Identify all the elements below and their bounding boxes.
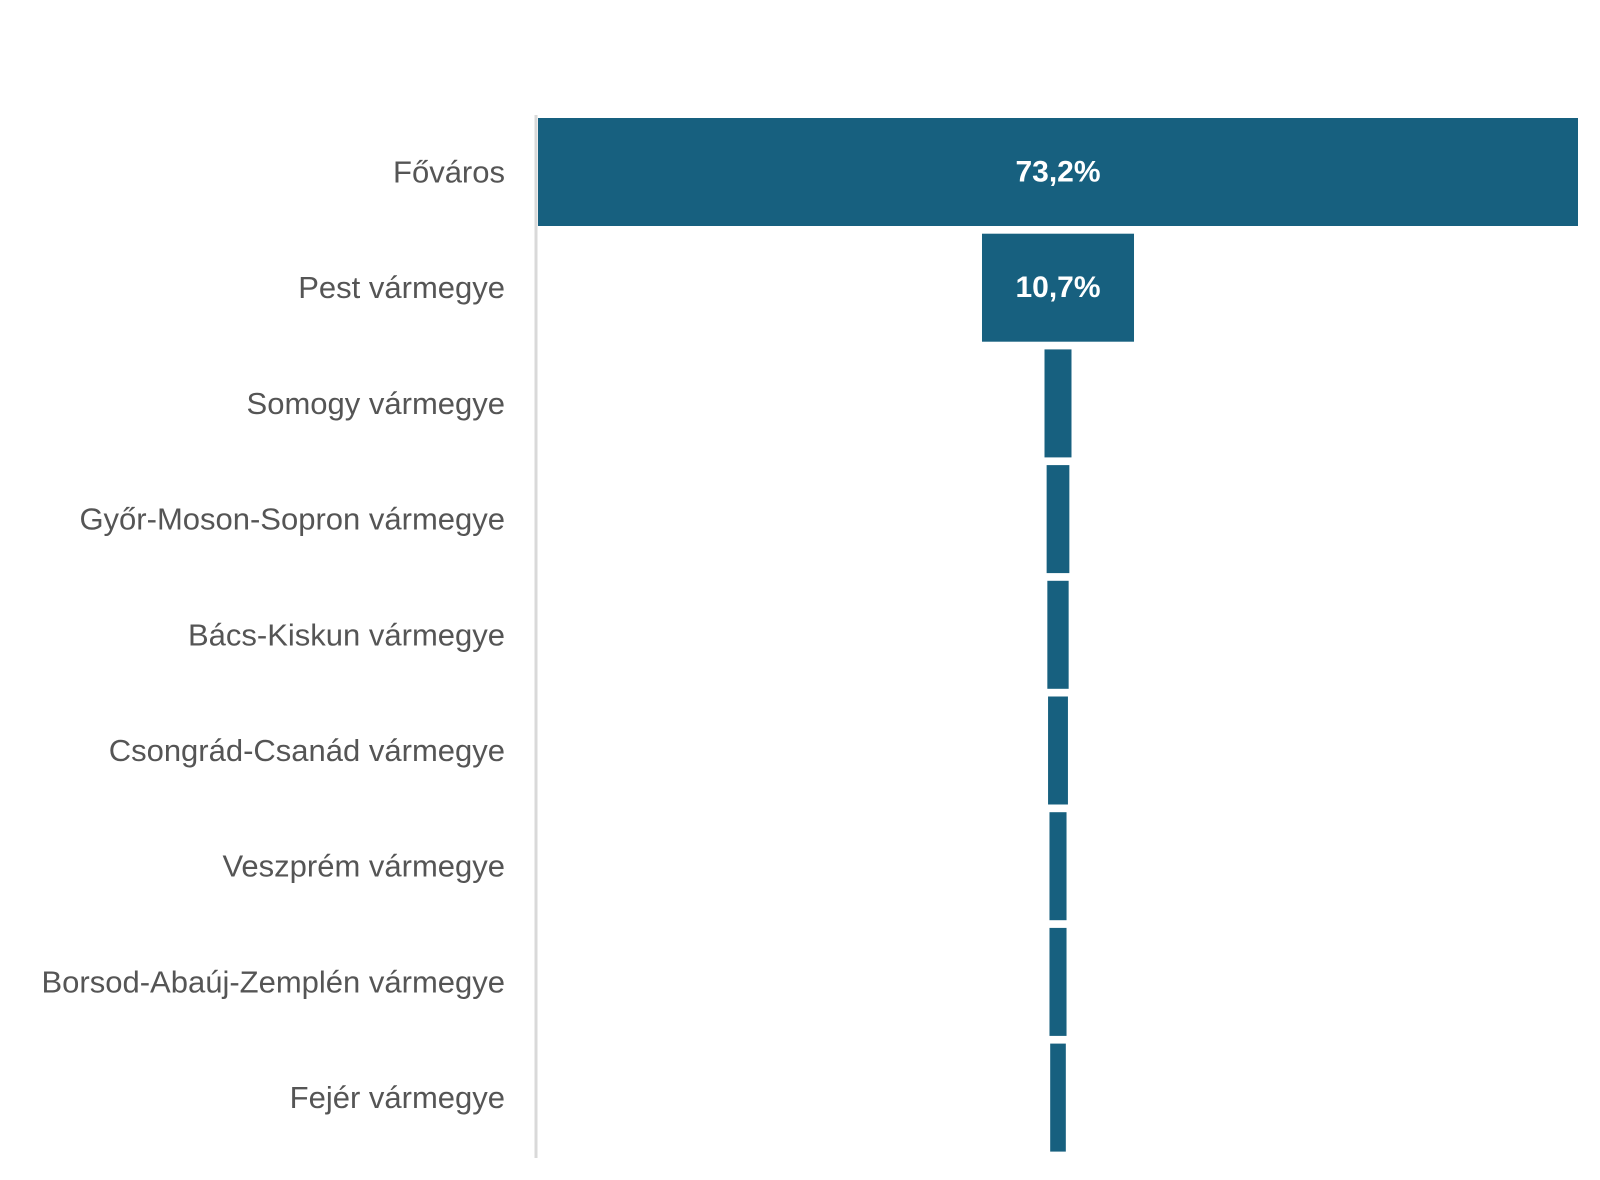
category-label: Borsod-Abaúj-Zemplén vármegye [42, 964, 506, 999]
funnel-bar [538, 118, 1578, 226]
funnel-bar [1047, 580, 1069, 689]
funnel-bar [1046, 465, 1070, 574]
category-label: Győr-Moson-Sopron vármegye [79, 502, 505, 537]
funnel-bar [1049, 812, 1067, 921]
category-label: Fejér vármegye [290, 1080, 505, 1115]
category-label: Bács-Kiskun vármegye [188, 617, 505, 652]
bars [538, 118, 1578, 1152]
category-labels: Főváros Pest vármegye Somogy vármegye Győr-… [42, 155, 506, 1116]
funnel-bar [1044, 349, 1072, 458]
funnel-bar [981, 233, 1135, 342]
funnel-bar [1049, 927, 1067, 1036]
funnel-bar [1048, 696, 1068, 805]
category-label: Somogy vármegye [247, 386, 505, 421]
funnel-bar [1050, 1043, 1066, 1152]
category-label: Csongrád-Csanád vármegye [109, 733, 505, 768]
category-label: Főváros [393, 155, 505, 190]
data-labels: 73,2% 10,7% [1015, 156, 1100, 305]
category-label: Pest vármegye [298, 270, 505, 305]
category-label: Veszprém vármegye [222, 849, 505, 884]
data-label: 73,2% [1015, 156, 1100, 189]
data-label: 10,7% [1015, 271, 1100, 304]
